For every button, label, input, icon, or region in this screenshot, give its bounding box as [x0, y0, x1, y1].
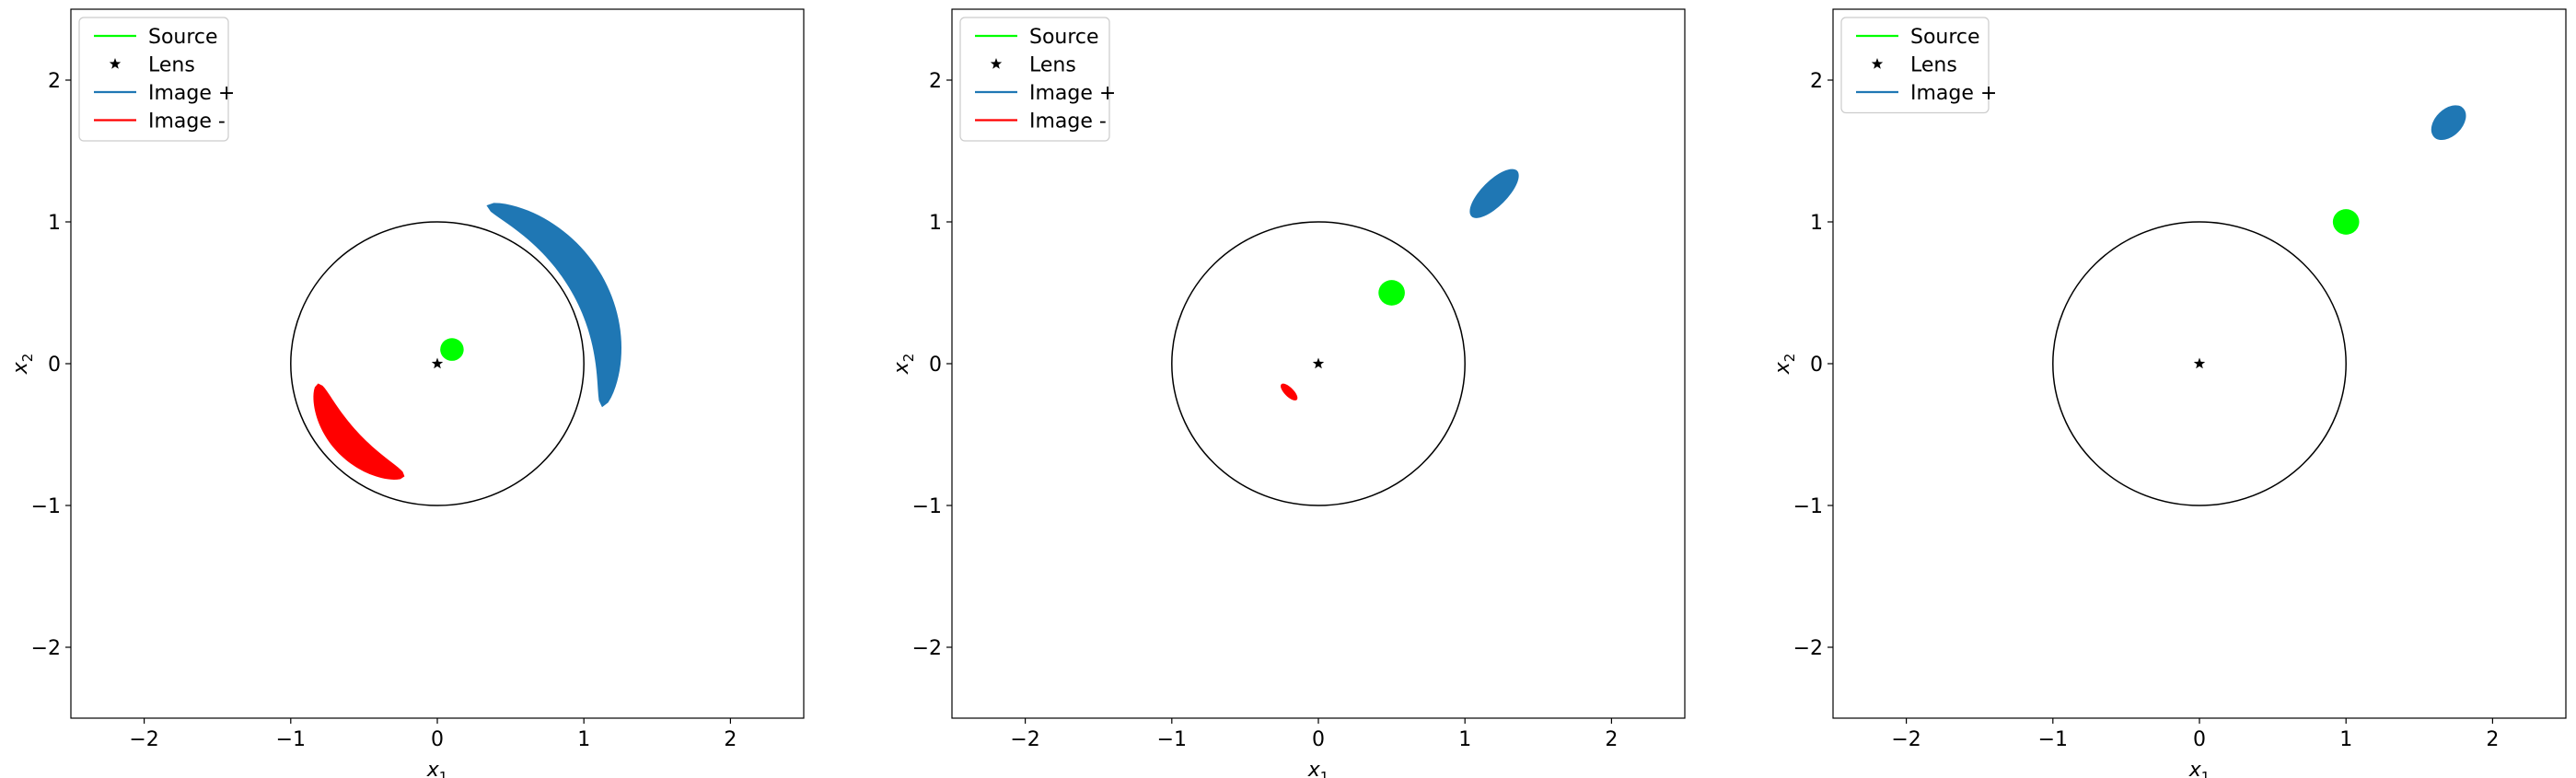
x-tick-label: −2 — [1891, 728, 1920, 751]
y-tick-label: −2 — [31, 637, 61, 660]
lens-star — [431, 357, 444, 369]
x-axis-label-main: x — [1307, 759, 1321, 778]
einstein-ring — [1171, 221, 1466, 506]
einstein-ring — [2052, 221, 2347, 506]
source-disk — [1378, 280, 1405, 306]
x-axis-label-subscript: 1 — [1320, 769, 1329, 778]
legend-label: Lens — [148, 54, 195, 77]
legend-label: Source — [1910, 26, 1980, 49]
x-tick-label: −1 — [2038, 728, 2068, 751]
legend-label: Source — [1029, 26, 1099, 49]
source-disk — [2332, 209, 2360, 235]
y-axis-label: x2 — [9, 354, 36, 376]
legend-label: Image + — [148, 82, 235, 105]
y-tick-label: 1 — [1810, 212, 1823, 235]
lensed-image-minus — [313, 383, 405, 480]
einstein-ring — [290, 221, 585, 506]
x-axis-label-main: x — [426, 759, 440, 778]
x-tick-label: 0 — [2193, 728, 2206, 751]
x-tick-label: 2 — [724, 728, 737, 751]
lens-star — [2193, 357, 2206, 369]
x-tick-label: 1 — [2339, 728, 2352, 751]
y-axis-label-subscript: 2 — [900, 354, 917, 363]
legend-box — [1840, 17, 1990, 114]
y-tick-label: 2 — [1810, 70, 1823, 93]
y-axis-label-subscript: 2 — [1781, 354, 1798, 363]
y-axis-label-main: x — [1771, 361, 1794, 375]
lensed-image-plus — [486, 203, 622, 408]
y-tick-label: 2 — [48, 70, 61, 93]
y-axis-label: x2 — [1771, 354, 1798, 376]
y-axis-label-main: x — [890, 361, 913, 375]
x-axis-label: x1 — [1307, 759, 1329, 778]
source-disk — [440, 338, 464, 361]
legend-label: Image + — [1029, 82, 1116, 105]
x-axis-label: x1 — [426, 759, 448, 778]
y-tick-label: 1 — [48, 212, 61, 235]
x-axis-label-subscript: 1 — [439, 769, 448, 778]
y-axis-label-main: x — [9, 361, 32, 375]
y-tick-label: −1 — [1793, 495, 1823, 518]
legend-box — [78, 17, 229, 142]
legend: Source Lens Image + — [1840, 17, 1997, 114]
y-tick-label: −1 — [31, 495, 61, 518]
lensed-image-plus — [1469, 168, 1519, 218]
y-tick-label: 2 — [929, 70, 942, 93]
legend-marker-star — [990, 58, 1003, 69]
x-axis-label: x1 — [2188, 759, 2210, 778]
legend-label: Image - — [1029, 110, 1107, 134]
x-tick-label: 2 — [1605, 728, 1618, 751]
y-tick-label: 0 — [48, 354, 61, 377]
x-tick-label: −1 — [1157, 728, 1187, 751]
x-tick-label: 2 — [2486, 728, 2499, 751]
y-axis-label: x2 — [890, 354, 917, 376]
lensed-image-minus — [1281, 383, 1298, 401]
legend-marker-star — [1871, 58, 1884, 69]
y-tick-label: −2 — [912, 637, 942, 660]
y-axis-label-subscript: 2 — [19, 354, 36, 363]
lensed-image-plus — [2431, 105, 2466, 141]
y-tick-label: 0 — [929, 354, 942, 377]
y-tick-label: 1 — [929, 212, 942, 235]
x-tick-label: 0 — [431, 728, 444, 751]
legend-box — [959, 17, 1110, 142]
legend-label: Image - — [148, 110, 226, 134]
lens-star — [1312, 357, 1325, 369]
x-tick-label: 1 — [1458, 728, 1471, 751]
x-axis-label-main: x — [2188, 759, 2202, 778]
y-tick-label: 0 — [1810, 354, 1823, 377]
y-tick-label: −1 — [912, 495, 942, 518]
x-tick-label: −2 — [129, 728, 158, 751]
x-tick-label: −1 — [276, 728, 306, 751]
legend: Source Lens Image + Image - — [78, 17, 235, 142]
x-tick-label: 0 — [1312, 728, 1325, 751]
legend-label: Source — [148, 26, 218, 49]
legend-label: Image + — [1910, 82, 1997, 105]
x-tick-label: −2 — [1010, 728, 1039, 751]
legend-label: Lens — [1910, 54, 1957, 77]
legend: Source Lens Image + Image - — [959, 17, 1116, 142]
x-axis-label-subscript: 1 — [2201, 769, 2210, 778]
legend-marker-star — [109, 58, 122, 69]
y-tick-label: −2 — [1793, 637, 1823, 660]
x-tick-label: 1 — [577, 728, 590, 751]
legend-label: Lens — [1029, 54, 1076, 77]
